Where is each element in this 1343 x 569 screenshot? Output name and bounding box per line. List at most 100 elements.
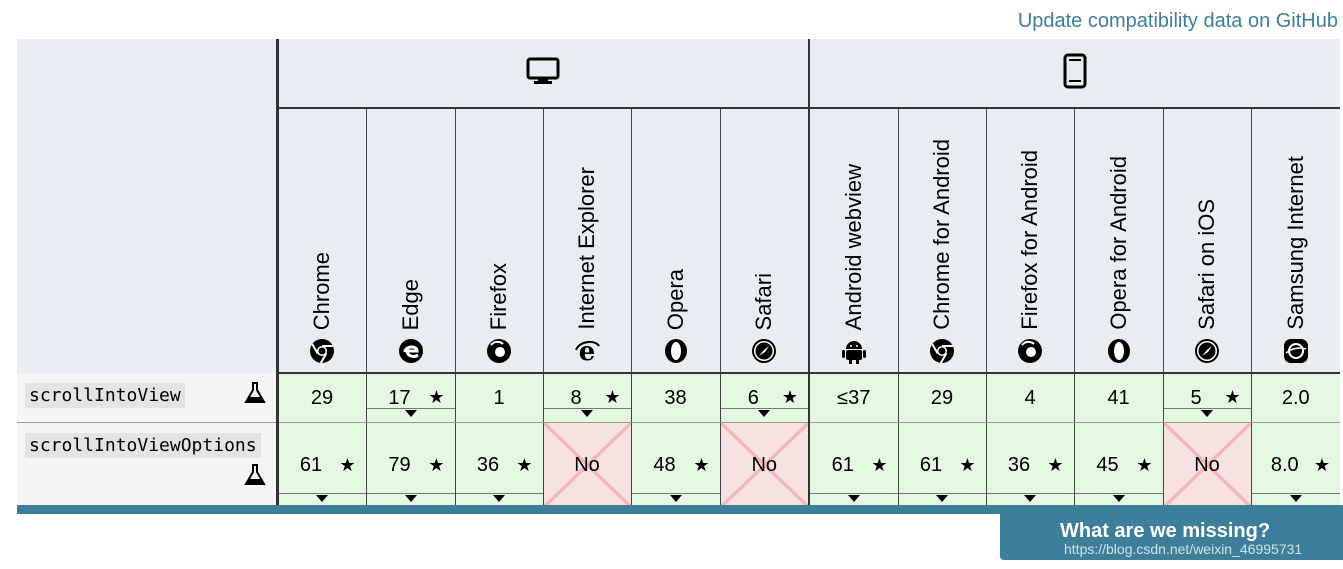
support-cell[interactable]: 8 ★ [542, 373, 631, 423]
support-cell: No [719, 422, 809, 508]
star-icon: ★ [339, 455, 356, 475]
support-value: 61 [919, 453, 943, 476]
star-icon: ★ [604, 387, 621, 407]
chrome-icon [309, 338, 335, 364]
support-value: 36 [1007, 453, 1031, 476]
support-cell: 29 [277, 373, 366, 423]
expand-toggle[interactable] [631, 493, 720, 505]
support-value: 29 [930, 386, 954, 409]
feature-row-scrollintoviewoptions: scrollIntoViewOptions 61 ★ 79 ★ 36 ★ No 48 ★ No 61 ★… [17, 422, 1340, 508]
support-value: 8.0 [1270, 453, 1299, 476]
support-cell: 4 [985, 373, 1074, 423]
browser-header-samsung-internet: Samsung Internet [1250, 108, 1340, 374]
support-cell[interactable]: 5 ★ [1162, 373, 1251, 423]
support-value: 6 [747, 386, 759, 409]
chevron-down-icon [493, 495, 505, 502]
flask-icon [243, 463, 266, 492]
feature-name[interactable]: scrollIntoViewOptions [25, 433, 261, 458]
browser-name: Edge [397, 278, 423, 330]
opera-icon [663, 338, 689, 364]
platform-mobile [809, 39, 1340, 109]
expand-toggle[interactable] [1251, 493, 1340, 505]
support-cell[interactable]: 45 ★ [1073, 422, 1163, 508]
browser-header-firefox: Firefox [454, 108, 543, 374]
chevron-down-icon [669, 495, 682, 502]
expand-toggle[interactable] [986, 493, 1074, 505]
expand-toggle[interactable] [810, 493, 898, 505]
support-cell[interactable]: 36 ★ [985, 422, 1074, 508]
chevron-down-icon [581, 410, 593, 417]
browser-name: Opera [662, 268, 688, 330]
support-cell: 38 [630, 373, 720, 423]
chevron-down-icon [936, 495, 948, 502]
chevron-down-icon [1112, 495, 1125, 502]
support-cell[interactable]: 61 ★ [277, 422, 366, 508]
expand-toggle[interactable] [366, 408, 455, 420]
expand-toggle[interactable] [1074, 493, 1163, 505]
feature-cell: scrollIntoViewOptions [17, 422, 279, 508]
expand-toggle[interactable] [720, 408, 808, 420]
what-are-we-missing-button[interactable]: What are we missing? https://blog.csdn.n… [1000, 514, 1343, 560]
support-cell[interactable]: 61 ★ [897, 422, 986, 508]
chevron-down-icon [404, 495, 417, 502]
feature-name[interactable]: scrollIntoView [25, 383, 185, 408]
feature-cell: scrollIntoView [17, 373, 279, 423]
browser-compat-table: Chrome Edge Firefox Internet Explorer e Opera… [17, 39, 1340, 508]
browser-name: Safari [751, 272, 777, 330]
browser-name: Firefox [486, 262, 511, 330]
support-cell: 2.0 [1250, 373, 1340, 423]
support-cell: 41 [1073, 373, 1163, 423]
star-icon: ★ [428, 455, 445, 475]
browser-name: Safari on iOS [1194, 199, 1219, 330]
support-cell: No [1162, 422, 1251, 508]
chevron-down-icon [1201, 410, 1213, 417]
support-value: No [574, 453, 600, 476]
browser-header-android-webview: Android webview [808, 108, 898, 374]
chevron-down-icon [847, 495, 860, 502]
support-value: 5 [1190, 386, 1202, 409]
chevron-down-icon [1024, 495, 1036, 502]
support-cell: 1 [454, 373, 543, 423]
chevron-down-icon [1289, 495, 1302, 502]
support-cell: ≤37 [808, 373, 898, 423]
chevron-down-icon [758, 410, 771, 417]
feature-row-scrollintoview: scrollIntoView 29 17 ★ 1 8 ★ 38 6 ★ ≤37 29 4 41 5 ★ 2.0 [17, 373, 1340, 423]
browser-header-edge: Edge [365, 108, 455, 374]
browser-header-safari-on-ios: Safari on iOS [1162, 108, 1251, 374]
expand-toggle[interactable] [278, 493, 366, 505]
support-value: 8 [570, 386, 582, 409]
browser-name: Android webview [840, 163, 866, 330]
support-cell: 29 [897, 373, 986, 423]
update-compat-github-link[interactable]: Update compatibility data on GitHub [1017, 10, 1338, 32]
expand-toggle[interactable] [898, 493, 986, 505]
expand-toggle[interactable] [366, 493, 455, 505]
star-icon: ★ [1313, 455, 1330, 475]
firefox-icon [1017, 338, 1043, 364]
support-cell[interactable]: 17 ★ [365, 373, 455, 423]
safari-icon [751, 338, 777, 364]
support-cell[interactable]: 6 ★ [719, 373, 809, 423]
star-icon: ★ [428, 387, 445, 407]
support-cell[interactable]: 48 ★ [630, 422, 720, 508]
support-cell[interactable]: 79 ★ [365, 422, 455, 508]
star-icon: ★ [1047, 455, 1064, 475]
support-cell[interactable]: 61 ★ [808, 422, 898, 508]
star-icon: ★ [1136, 455, 1153, 475]
browser-header-internet-explorer: Internet Explorer e [542, 108, 631, 374]
support-value: 45 [1096, 453, 1119, 476]
edge-icon [398, 338, 424, 364]
support-value: No [1194, 453, 1220, 476]
expand-toggle[interactable] [543, 408, 631, 420]
support-value: 61 [299, 453, 323, 476]
chevron-down-icon [404, 410, 417, 417]
support-cell[interactable]: 8.0 ★ [1250, 422, 1340, 508]
flask-icon [243, 381, 266, 410]
support-value: 61 [831, 453, 854, 476]
star-icon: ★ [871, 455, 888, 475]
expand-toggle[interactable] [1163, 408, 1251, 420]
support-value: 29 [310, 386, 334, 409]
safari-icon [1194, 338, 1220, 364]
browser-name: Chrome [309, 251, 334, 330]
support-cell[interactable]: 36 ★ [454, 422, 543, 508]
expand-toggle[interactable] [455, 493, 543, 505]
